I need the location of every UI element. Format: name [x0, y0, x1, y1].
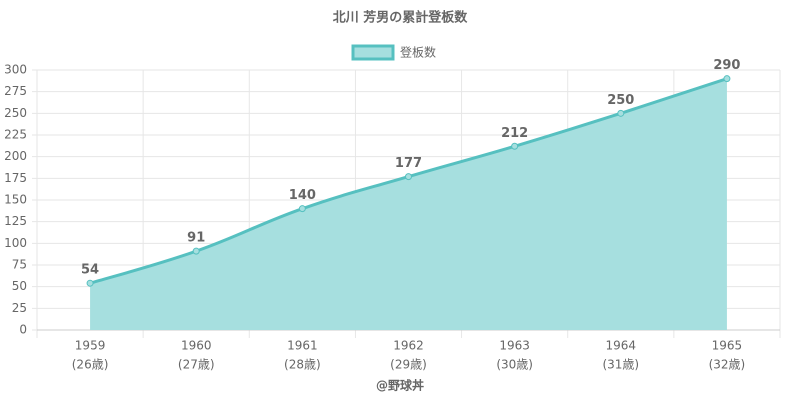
legend-swatch — [351, 44, 395, 61]
y-tick-label: 225 — [4, 128, 27, 142]
data-label: 177 — [395, 156, 422, 171]
data-label: 54 — [81, 263, 99, 278]
source: @野球丼 — [376, 378, 424, 393]
x-tick-label: 1965 — [712, 339, 743, 353]
point — [405, 173, 412, 181]
x-tick-label: 1963 — [499, 339, 530, 353]
y-tick-label: 125 — [4, 214, 27, 228]
x-tick-sublabel: (32歳) — [709, 358, 746, 372]
x-tick-sublabel: (26歳) — [72, 358, 109, 372]
y-tick-label: 300 — [4, 63, 27, 77]
point — [192, 247, 200, 255]
x-tick-label: 1962 — [393, 339, 424, 353]
x-tick-sublabel: (30歳) — [496, 358, 533, 372]
x-tick-label: 1964 — [606, 339, 637, 353]
y-tick-label: 25 — [12, 301, 27, 315]
data-label: 290 — [713, 58, 740, 73]
y-tick-label: 250 — [4, 106, 27, 120]
data-label: 140 — [289, 188, 316, 203]
x-tick-sublabel: (31歳) — [602, 358, 639, 372]
y-tick-label: 200 — [4, 149, 27, 163]
legend-label: 登板数 — [400, 45, 436, 60]
point — [298, 205, 306, 213]
y-tick-label: 100 — [4, 236, 27, 250]
point — [723, 75, 731, 83]
x-tick-label: 1959 — [75, 339, 106, 353]
data-label: 91 — [187, 231, 205, 246]
point — [86, 279, 94, 287]
chart-title: 北川 芳男の累計登板数 — [333, 10, 469, 26]
data-label: 250 — [607, 93, 634, 108]
x-tick-sublabel: (29歳) — [390, 358, 427, 372]
point — [511, 142, 519, 150]
point — [617, 109, 625, 117]
y-tick-label: 275 — [4, 84, 27, 98]
x-tick-label: 1960 — [181, 339, 212, 353]
data-label: 212 — [501, 126, 528, 141]
area — [90, 78, 727, 331]
y-tick-label: 50 — [12, 279, 27, 293]
x-tick-label: 1961 — [287, 339, 318, 353]
y-tick-label: 150 — [4, 193, 27, 207]
y-tick-label: 0 — [19, 323, 27, 337]
y-tick-label: 175 — [4, 171, 27, 185]
x-tick-sublabel: (27歳) — [178, 358, 215, 372]
x-tick-sublabel: (28歳) — [284, 358, 321, 372]
y-tick-label: 75 — [12, 258, 27, 272]
